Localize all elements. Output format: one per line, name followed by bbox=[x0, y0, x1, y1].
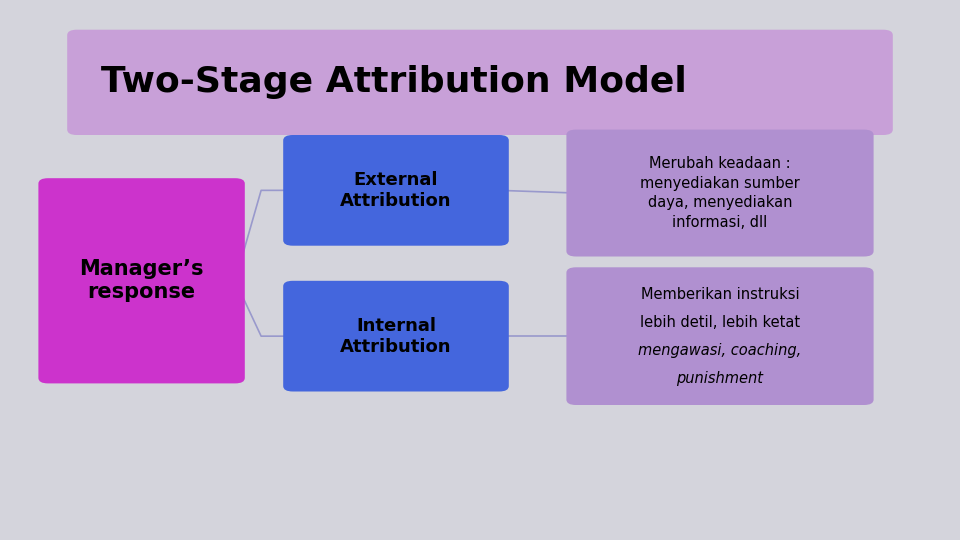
Text: Internal
Attribution: Internal Attribution bbox=[340, 317, 452, 355]
Text: Merubah keadaan :
menyediakan sumber
daya, menyediakan
informasi, dll: Merubah keadaan : menyediakan sumber day… bbox=[640, 156, 800, 230]
Text: Two-Stage Attribution Model: Two-Stage Attribution Model bbox=[101, 65, 686, 99]
FancyBboxPatch shape bbox=[283, 281, 509, 392]
FancyBboxPatch shape bbox=[566, 267, 874, 405]
FancyBboxPatch shape bbox=[38, 178, 245, 383]
Text: mengawasi, coaching,: mengawasi, coaching, bbox=[638, 343, 802, 357]
FancyBboxPatch shape bbox=[283, 135, 509, 246]
Text: Memberikan instruksi: Memberikan instruksi bbox=[640, 287, 800, 301]
Text: External
Attribution: External Attribution bbox=[340, 171, 452, 210]
Text: punishment: punishment bbox=[677, 371, 763, 386]
FancyBboxPatch shape bbox=[566, 130, 874, 256]
Text: Manager’s
response: Manager’s response bbox=[80, 259, 204, 302]
Text: lebih detil, lebih ketat: lebih detil, lebih ketat bbox=[640, 315, 800, 329]
FancyBboxPatch shape bbox=[67, 30, 893, 135]
